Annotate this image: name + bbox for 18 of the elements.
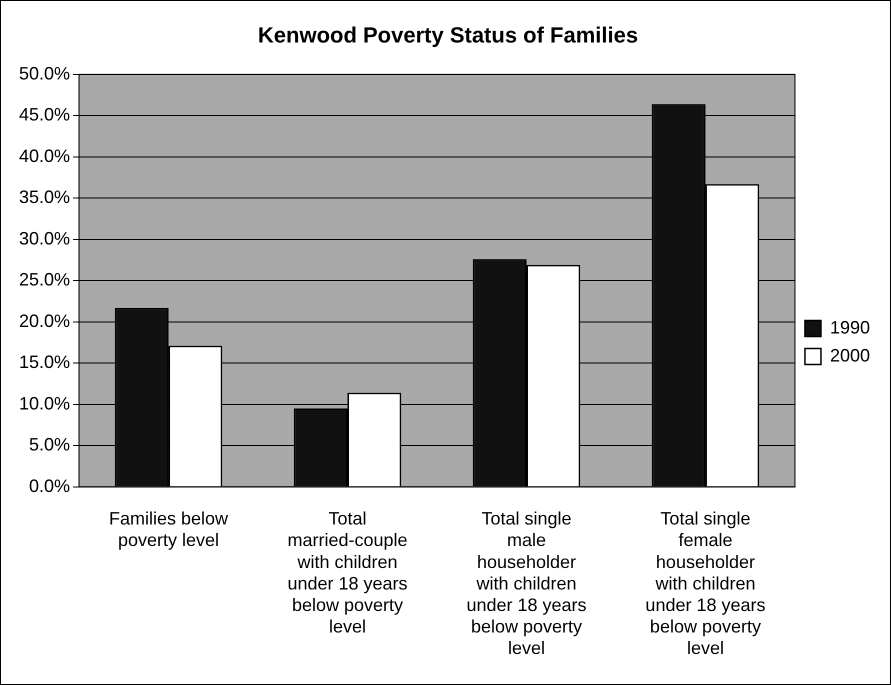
chart-title: Kenwood Poverty Status of Families (258, 22, 638, 48)
y-tick-label: 30.0% (18, 228, 70, 248)
y-tick-label: 35.0% (18, 187, 70, 208)
y-tick-label: 0.0% (29, 476, 70, 496)
y-tick-label: 5.0% (29, 434, 70, 455)
y-tick-label: 45.0% (18, 104, 70, 125)
x-tick-label: Families below poverty level (109, 508, 230, 550)
y-tick-label: 10.0% (18, 393, 70, 414)
y-tick-label: 40.0% (18, 146, 70, 166)
legend-label: 1990 (830, 317, 870, 338)
x-tick-label: Total married-couple with children under 18 years below poverty level (287, 508, 408, 637)
y-tick-label: 15.0% (18, 352, 70, 372)
y-tick-label: 20.0% (18, 310, 70, 331)
y-tick-label: 25.0% (18, 270, 70, 290)
x-tick-label: Total single male householder with children under 18 years below poverty level (466, 508, 587, 658)
x-tick-label: Total single female householder with children under 18 years below poverty level (645, 508, 766, 658)
legend-label: 2000 (830, 345, 870, 366)
y-tick-label: 50.0% (18, 63, 70, 84)
